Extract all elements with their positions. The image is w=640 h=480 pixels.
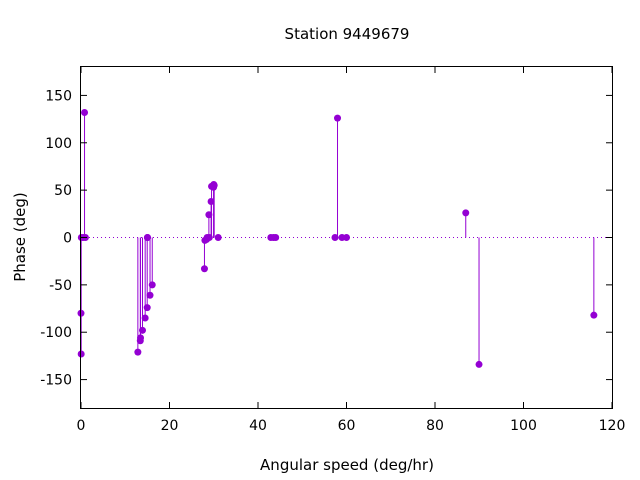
data-point xyxy=(205,211,213,219)
data-point xyxy=(462,209,470,217)
data-point xyxy=(146,291,154,299)
data-point xyxy=(77,350,85,358)
impulse-layer xyxy=(80,112,595,365)
x-tick-label: 120 xyxy=(599,418,626,434)
data-point xyxy=(475,360,483,368)
data-point xyxy=(200,265,208,273)
x-tick-label: 0 xyxy=(77,418,86,434)
y-axis-ticks: -150 -100 -50 0 50 100 150 xyxy=(40,88,612,389)
data-point xyxy=(210,181,218,189)
data-point xyxy=(590,311,598,319)
y-tick-label: -50 xyxy=(49,278,72,294)
data-point xyxy=(214,234,222,241)
x-axis-label: Angular speed (deg/hr) xyxy=(260,456,434,474)
chart-title: Station 9449679 xyxy=(285,25,410,43)
y-tick-label: 50 xyxy=(54,183,72,199)
data-point xyxy=(134,348,142,356)
y-tick-label: -150 xyxy=(40,373,72,389)
x-tick-label: 20 xyxy=(161,418,179,434)
y-tick-label: -100 xyxy=(40,325,72,341)
data-point xyxy=(272,234,280,241)
data-point xyxy=(141,314,149,322)
data-point xyxy=(343,234,350,241)
data-point xyxy=(334,114,342,122)
plot-frame xyxy=(80,66,613,409)
data-point xyxy=(81,108,89,116)
x-tick-label: 80 xyxy=(426,418,444,434)
x-tick-label: 40 xyxy=(249,418,267,434)
data-point xyxy=(139,326,147,334)
x-tick-label: 100 xyxy=(510,418,537,434)
data-point xyxy=(331,234,339,241)
data-point xyxy=(137,334,145,342)
data-point xyxy=(143,304,151,312)
x-axis-ticks: 0 20 40 60 80 100 120 xyxy=(77,67,626,434)
y-tick-label: 150 xyxy=(45,88,72,104)
data-point xyxy=(144,234,152,241)
y-tick-label: 100 xyxy=(45,136,72,152)
data-point xyxy=(207,198,215,206)
y-axis-label: Phase (deg) xyxy=(11,192,29,282)
x-tick-label: 60 xyxy=(338,418,356,434)
data-point xyxy=(205,234,213,241)
y-tick-label: 0 xyxy=(63,231,72,247)
data-point xyxy=(148,281,156,289)
point-layer xyxy=(77,108,598,368)
